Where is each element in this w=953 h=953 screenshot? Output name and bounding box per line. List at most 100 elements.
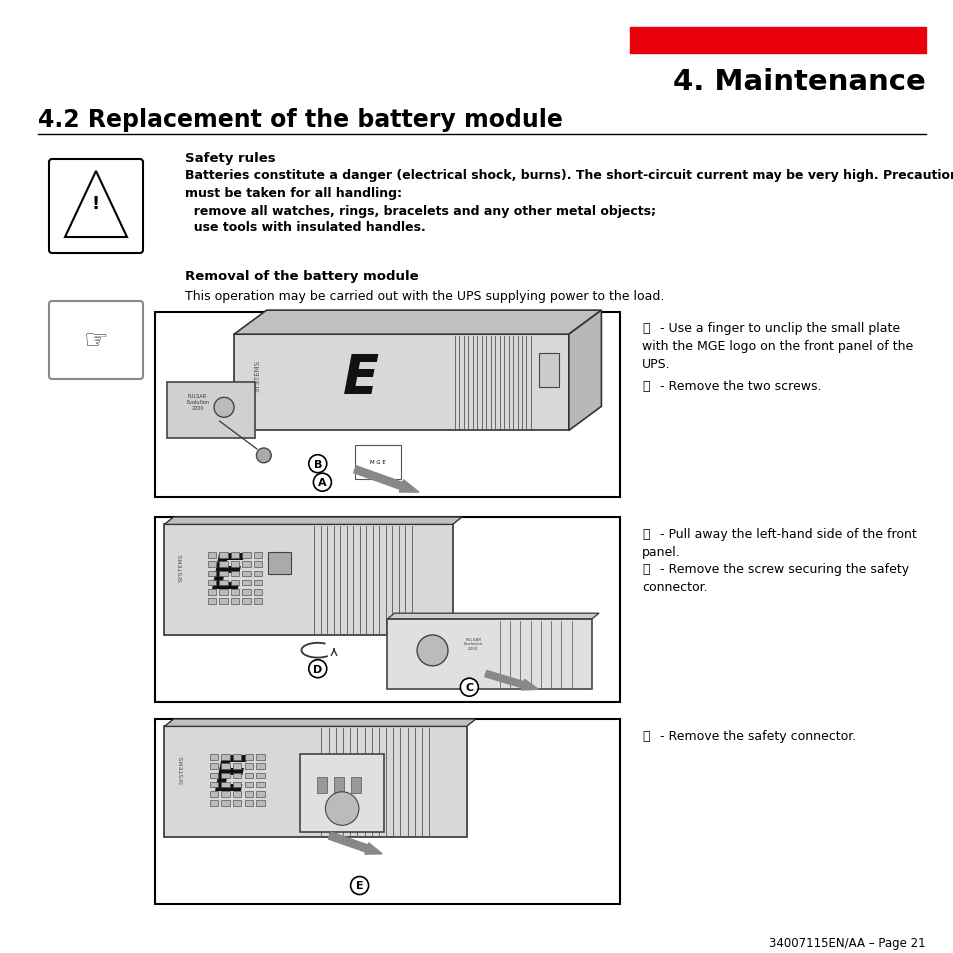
Bar	[244, 755, 253, 760]
Bar	[210, 791, 218, 797]
Text: ☞: ☞	[84, 327, 109, 355]
Bar	[231, 553, 239, 558]
Text: panel.: panel.	[641, 545, 680, 558]
Text: B: B	[314, 459, 321, 469]
Text: A: A	[317, 477, 326, 488]
FancyArrow shape	[328, 832, 382, 854]
FancyBboxPatch shape	[49, 302, 143, 379]
Text: 4.2 Replacement of the battery module: 4.2 Replacement of the battery module	[38, 108, 562, 132]
Bar	[233, 755, 241, 760]
Polygon shape	[233, 335, 568, 431]
Polygon shape	[568, 311, 600, 431]
Text: Batteries constitute a danger (electrical shock, burns). The short-circuit curre: Batteries constitute a danger (electrica…	[185, 169, 953, 182]
Circle shape	[416, 636, 448, 666]
Bar	[164, 726, 466, 838]
Circle shape	[325, 792, 358, 825]
Bar	[253, 562, 262, 567]
Bar	[253, 598, 262, 604]
Bar	[244, 773, 253, 779]
Text: use tools with insulated handles.: use tools with insulated handles.	[185, 221, 425, 233]
Bar	[210, 763, 218, 769]
Text: E: E	[213, 753, 248, 801]
Bar	[231, 562, 239, 567]
Bar	[219, 571, 228, 577]
FancyArrow shape	[484, 671, 537, 690]
Bar	[538, 355, 558, 388]
Circle shape	[309, 660, 327, 678]
Bar	[255, 755, 264, 760]
Text: 4. Maintenance: 4. Maintenance	[673, 68, 925, 96]
Bar	[242, 580, 251, 586]
Bar	[231, 580, 239, 586]
Bar	[210, 755, 218, 760]
Text: - Remove the two screws.: - Remove the two screws.	[656, 379, 821, 393]
Bar	[242, 590, 251, 595]
Circle shape	[213, 397, 233, 417]
Bar	[255, 801, 264, 806]
Bar	[244, 791, 253, 797]
Bar	[231, 598, 239, 604]
Text: UPS.: UPS.	[641, 357, 670, 371]
Bar	[255, 791, 264, 797]
Bar	[208, 553, 215, 558]
Bar	[244, 801, 253, 806]
Text: - Use a finger to unclip the small plate: - Use a finger to unclip the small plate	[656, 322, 900, 335]
Text: PULSAR
Evolution
2200: PULSAR Evolution 2200	[463, 638, 482, 650]
Bar	[233, 782, 241, 787]
Bar	[154, 313, 619, 497]
Text: Ⓓ: Ⓓ	[641, 562, 649, 576]
Text: E: E	[355, 881, 363, 890]
Text: Safety rules: Safety rules	[185, 152, 275, 165]
Bar	[231, 571, 239, 577]
Bar	[233, 773, 241, 779]
FancyBboxPatch shape	[49, 160, 143, 253]
Bar	[208, 562, 215, 567]
Bar	[219, 598, 228, 604]
Polygon shape	[387, 614, 598, 619]
Text: Ⓒ: Ⓒ	[641, 527, 649, 540]
Text: M G E: M G E	[370, 460, 386, 465]
Bar	[154, 720, 619, 904]
Bar	[253, 553, 262, 558]
Bar	[221, 801, 230, 806]
Circle shape	[460, 679, 477, 697]
Polygon shape	[164, 720, 476, 726]
Bar	[253, 590, 262, 595]
Bar	[221, 791, 230, 797]
Text: This operation may be carried out with the UPS supplying power to the load.: This operation may be carried out with t…	[185, 290, 663, 303]
FancyArrow shape	[354, 466, 418, 493]
Bar	[233, 791, 241, 797]
Text: !: !	[91, 194, 100, 213]
Polygon shape	[233, 311, 600, 335]
Bar	[242, 553, 251, 558]
Text: C: C	[465, 682, 473, 693]
Bar	[221, 773, 230, 779]
Text: Ⓑ: Ⓑ	[641, 379, 649, 393]
Polygon shape	[65, 172, 127, 237]
Circle shape	[351, 877, 368, 895]
Bar	[167, 383, 254, 438]
Text: Ⓔ: Ⓔ	[641, 729, 649, 742]
Bar	[154, 517, 619, 702]
Bar	[231, 590, 239, 595]
Text: SYSTEMS: SYSTEMS	[180, 755, 185, 783]
Bar	[208, 571, 215, 577]
Bar	[219, 562, 228, 567]
Bar	[219, 580, 228, 586]
Bar	[242, 598, 251, 604]
Bar	[210, 782, 218, 787]
Polygon shape	[164, 517, 461, 525]
Text: SYSTEMS: SYSTEMS	[254, 359, 260, 391]
Bar	[210, 801, 218, 806]
Bar	[629, 28, 925, 54]
Bar	[242, 562, 251, 567]
Bar	[208, 598, 215, 604]
Text: connector.: connector.	[641, 580, 707, 594]
Text: - Remove the safety connector.: - Remove the safety connector.	[656, 729, 856, 742]
Text: - Remove the screw securing the safety: - Remove the screw securing the safety	[656, 562, 908, 576]
Bar	[208, 580, 215, 586]
Text: SYSTEMS: SYSTEMS	[179, 553, 184, 581]
Bar	[219, 590, 228, 595]
Bar	[253, 580, 262, 586]
Bar	[233, 763, 241, 769]
